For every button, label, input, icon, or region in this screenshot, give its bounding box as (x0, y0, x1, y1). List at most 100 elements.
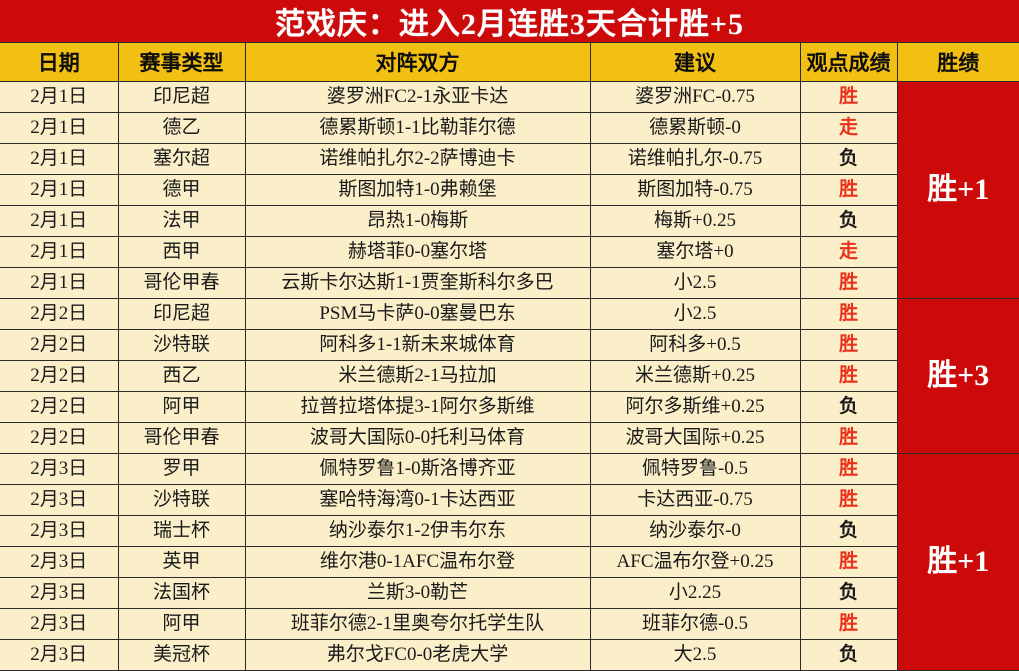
column-header-date: 日期 (0, 42, 119, 82)
cell-date: 2月1日 (0, 112, 119, 144)
column-header-streak: 胜绩 (896, 42, 1019, 82)
cell-result: 胜 (799, 174, 898, 206)
cell-league: 罗甲 (117, 453, 246, 485)
cell-advice: 德累斯顿-0 (589, 112, 801, 144)
cell-date: 2月1日 (0, 236, 119, 268)
table-row: 2月3日 罗甲 佩特罗鲁1-0斯洛博齐亚 佩特罗鲁-0.5 胜胜+1 (0, 453, 1019, 671)
table-row: 2月1日 塞尔超 诺维帕扎尔2-2萨博迪卡 诺维帕扎尔-0.75 负 (0, 143, 1019, 175)
cell-match: 弗尔戈FC0-0老虎大学 (244, 639, 591, 671)
cell-advice: 大2.5 (589, 639, 801, 671)
cell-league: 印尼超 (117, 298, 246, 330)
cell-match: 班菲尔德2-1里奥夸尔托学生队 (244, 608, 591, 640)
cell-league: 瑞士杯 (117, 515, 246, 547)
cell-advice: 婆罗洲FC-0.75 (589, 81, 801, 113)
cell-date: 2月3日 (0, 639, 119, 671)
cell-result: 胜 (799, 81, 898, 113)
column-header-league: 赛事类型 (117, 42, 246, 82)
table-row: 2月2日 沙特联 阿科多1-1新未来城体育 阿科多+0.5 胜 (0, 329, 1019, 361)
table-body: 2月1日 印尼超 婆罗洲FC2-1永亚卡达 婆罗洲FC-0.75 胜胜+1 2月1日 德乙德… (0, 81, 1019, 671)
cell-match: 昂热1-0梅斯 (244, 205, 591, 237)
cell-match: 婆罗洲FC2-1永亚卡达 (244, 81, 591, 113)
cell-result: 胜 (799, 329, 898, 361)
cell-result: 走 (799, 236, 898, 268)
cell-match: 米兰德斯2-1马拉加 (244, 360, 591, 392)
cell-advice: 佩特罗鲁-0.5 (589, 453, 801, 485)
cell-league: 美冠杯 (117, 639, 246, 671)
table-header: 日期 赛事类型 对阵双方 建议 观点成绩 胜绩 (0, 42, 1019, 82)
cell-advice: 卡达西亚-0.75 (589, 484, 801, 516)
cell-result: 胜 (799, 484, 898, 516)
cell-match: 斯图加特1-0弗赖堡 (244, 174, 591, 206)
cell-advice: 阿科多+0.5 (589, 329, 801, 361)
cell-result: 胜 (799, 298, 898, 330)
cell-date: 2月3日 (0, 546, 119, 578)
match-results-table: 日期 赛事类型 对阵双方 建议 观点成绩 胜绩 2月1日 印尼超 婆罗洲FC2-1永… (0, 42, 1019, 671)
cell-match: 赫塔菲0-0塞尔塔 (244, 236, 591, 268)
table-row: 2月3日 英甲 维尔港0-1AFC温布尔登 AFC温布尔登+0.25 胜 (0, 546, 1019, 578)
cell-result: 胜 (799, 453, 898, 485)
cell-advice: 米兰德斯+0.25 (589, 360, 801, 392)
cell-match: 佩特罗鲁1-0斯洛博齐亚 (244, 453, 591, 485)
cell-advice: 阿尔多斯维+0.25 (589, 391, 801, 423)
cell-league: 西乙 (117, 360, 246, 392)
cell-date: 2月2日 (0, 391, 119, 423)
cell-league: 印尼超 (117, 81, 246, 113)
table-row: 2月1日 德甲 斯图加特1-0弗赖堡 斯图加特-0.75 胜 (0, 174, 1019, 206)
cell-advice: 斯图加特-0.75 (589, 174, 801, 206)
cell-date: 2月3日 (0, 453, 119, 485)
cell-date: 2月1日 (0, 267, 119, 299)
cell-advice: 小2.25 (589, 577, 801, 609)
cell-advice: 梅斯+0.25 (589, 205, 801, 237)
column-header-advice: 建议 (589, 42, 801, 82)
column-header-match: 对阵双方 (244, 42, 591, 82)
cell-date: 2月3日 (0, 577, 119, 609)
cell-match: 云斯卡尔达斯1-1贾奎斯科尔多巴 (244, 267, 591, 299)
table-row: 2月3日 沙特联 塞哈特海湾0-1卡达西亚 卡达西亚-0.75 胜 (0, 484, 1019, 516)
cell-match: 诺维帕扎尔2-2萨博迪卡 (244, 143, 591, 175)
cell-match: 德累斯顿1-1比勒菲尔德 (244, 112, 591, 144)
page-title-text: 范戏庆：进入2月连胜3天合计胜+5 (274, 8, 745, 41)
table-row: 2月1日 法甲 昂热1-0梅斯 梅斯+0.25 负 (0, 205, 1019, 237)
cell-streak-total: 胜+1 (896, 81, 1019, 299)
cell-match: 波哥大国际0-0托利马体育 (244, 422, 591, 454)
cell-league: 阿甲 (117, 391, 246, 423)
cell-result: 胜 (799, 546, 898, 578)
table-row: 2月2日 阿甲 拉普拉塔体提3-1阿尔多斯维 阿尔多斯维+0.25 负 (0, 391, 1019, 423)
cell-date: 2月1日 (0, 174, 119, 206)
table-row: 2月3日 瑞士杯 纳沙泰尔1-2伊韦尔东 纳沙泰尔-0 负 (0, 515, 1019, 547)
cell-league: 哥伦甲春 (117, 267, 246, 299)
cell-league: 哥伦甲春 (117, 422, 246, 454)
table-row: 2月2日 印尼超 PSM马卡萨0-0塞曼巴东 小2.5 胜胜+3 (0, 298, 1019, 454)
table-row: 2月1日 西甲 赫塔菲0-0塞尔塔 塞尔塔+0 走 (0, 236, 1019, 268)
cell-result: 胜 (799, 608, 898, 640)
cell-date: 2月2日 (0, 329, 119, 361)
cell-league: 沙特联 (117, 329, 246, 361)
cell-match: 阿科多1-1新未来城体育 (244, 329, 591, 361)
header-row: 日期 赛事类型 对阵双方 建议 观点成绩 胜绩 (0, 42, 1019, 82)
cell-result: 负 (799, 577, 898, 609)
cell-league: 沙特联 (117, 484, 246, 516)
cell-advice: 纳沙泰尔-0 (589, 515, 801, 547)
cell-advice: 波哥大国际+0.25 (589, 422, 801, 454)
cell-match: 拉普拉塔体提3-1阿尔多斯维 (244, 391, 591, 423)
cell-result: 负 (799, 639, 898, 671)
table-row: 2月1日 印尼超 婆罗洲FC2-1永亚卡达 婆罗洲FC-0.75 胜胜+1 (0, 81, 1019, 299)
cell-league: 德乙 (117, 112, 246, 144)
table-row: 2月2日 西乙 米兰德斯2-1马拉加 米兰德斯+0.25 胜 (0, 360, 1019, 392)
table-row: 2月1日 哥伦甲春 云斯卡尔达斯1-1贾奎斯科尔多巴 小2.5 胜 (0, 267, 1019, 299)
cell-league: 英甲 (117, 546, 246, 578)
cell-date: 2月3日 (0, 515, 119, 547)
cell-result: 胜 (799, 267, 898, 299)
cell-advice: 小2.5 (589, 298, 801, 330)
table-row: 2月3日 阿甲 班菲尔德2-1里奥夸尔托学生队 班菲尔德-0.5 胜 (0, 608, 1019, 640)
page-title: 范戏庆：进入2月连胜3天合计胜+5 (0, 0, 1019, 42)
cell-league: 塞尔超 (117, 143, 246, 175)
cell-date: 2月1日 (0, 143, 119, 175)
cell-advice: AFC温布尔登+0.25 (589, 546, 801, 578)
cell-advice: 班菲尔德-0.5 (589, 608, 801, 640)
cell-streak-total: 胜+3 (896, 298, 1019, 454)
table-row: 2月3日 美冠杯 弗尔戈FC0-0老虎大学 大2.5 负 (0, 639, 1019, 671)
cell-streak-total: 胜+1 (896, 453, 1019, 671)
cell-match: 维尔港0-1AFC温布尔登 (244, 546, 591, 578)
